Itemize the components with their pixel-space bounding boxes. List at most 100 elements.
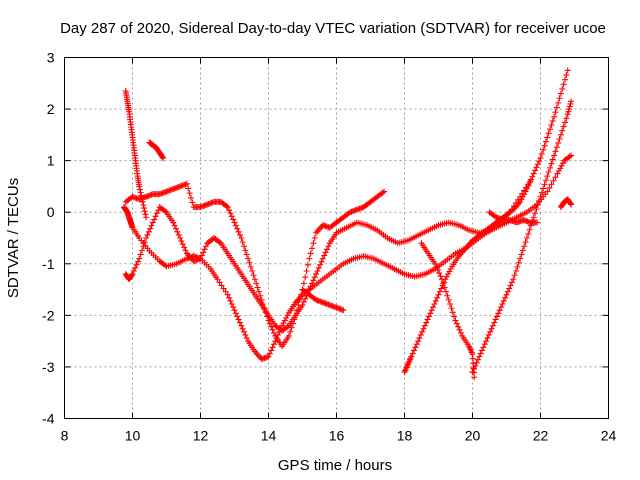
data-point (556, 95, 563, 102)
x-axis-tick-labels: 8 10 12 14 16 18 20 22 24 (61, 428, 617, 444)
data-point (138, 192, 145, 199)
data-point (251, 276, 258, 283)
data-point (287, 328, 294, 335)
data-point (430, 304, 437, 311)
x-tick-label: 14 (261, 428, 277, 444)
data-point (503, 291, 510, 298)
data-point (148, 222, 155, 229)
data-point (545, 168, 552, 175)
data-point (340, 307, 347, 314)
data-point (568, 201, 575, 208)
data-point (527, 176, 534, 183)
data-point (227, 297, 234, 304)
data-point (519, 247, 526, 254)
data-point (421, 322, 428, 329)
data-point (318, 258, 325, 265)
plot-frame (64, 57, 609, 419)
data-point (300, 280, 307, 287)
y-tick-label: -3 (42, 359, 55, 375)
data-point (307, 283, 314, 290)
data-point (231, 307, 238, 314)
data-point (434, 266, 441, 273)
data-point (319, 255, 326, 262)
data-point (249, 268, 256, 275)
data-point (325, 243, 332, 250)
data-point (216, 239, 223, 246)
data-point (239, 239, 246, 246)
y-tick-label: -1 (42, 256, 55, 272)
data-point (145, 228, 152, 235)
data-point (513, 268, 520, 275)
data-point (270, 329, 277, 336)
data-point (309, 245, 316, 252)
data-point (435, 291, 442, 298)
data-point (457, 329, 464, 336)
data-point (434, 294, 441, 301)
data-point (534, 161, 541, 168)
data-point (511, 272, 518, 279)
y-tick-label: -2 (42, 307, 55, 323)
data-point (147, 225, 154, 232)
data-point (517, 198, 524, 205)
data-point (139, 198, 146, 205)
data-point (379, 189, 386, 196)
data-point (489, 322, 496, 329)
data-point (411, 347, 418, 354)
data-point (465, 242, 472, 249)
data-point (456, 326, 463, 333)
data-point (288, 324, 295, 331)
data-point (485, 331, 492, 338)
data-point (523, 186, 530, 193)
data-point (300, 298, 307, 305)
data-point (140, 201, 147, 208)
data-point (181, 244, 188, 251)
data-point (269, 344, 276, 351)
data-point (532, 210, 539, 217)
data-point (566, 106, 573, 113)
data-point (452, 317, 459, 324)
data-point (428, 307, 435, 314)
data-point (220, 285, 227, 292)
data-point (518, 251, 525, 258)
data-point (292, 312, 299, 319)
data-point (303, 268, 310, 275)
data-point (310, 240, 317, 247)
data-point (500, 297, 507, 304)
data-point (283, 314, 290, 321)
data-point (381, 188, 388, 195)
data-point (129, 271, 136, 278)
data-point (536, 197, 543, 204)
data-point (174, 228, 181, 235)
data-point (566, 153, 573, 160)
data-point (455, 323, 462, 330)
data-point (268, 323, 275, 330)
data-point (555, 140, 562, 147)
data-point (257, 292, 264, 299)
data-point (189, 199, 196, 206)
data-point (142, 211, 149, 218)
data-point (496, 307, 503, 314)
data-point (136, 186, 143, 193)
data-point (222, 288, 229, 295)
data-point (236, 231, 243, 238)
x-axis-title: GPS time / hours (278, 457, 392, 474)
data-point (173, 225, 180, 232)
data-point (302, 295, 309, 302)
data-point (525, 230, 532, 237)
data-point (284, 312, 291, 319)
data-point (499, 301, 506, 308)
data-point (424, 316, 431, 323)
data-point (265, 353, 272, 360)
data-point (560, 81, 567, 88)
data-point (241, 328, 248, 335)
data-point (438, 285, 445, 292)
data-point (253, 350, 260, 357)
data-point (522, 239, 529, 246)
data-point (413, 341, 420, 348)
data-point (144, 231, 151, 238)
data-point (515, 259, 522, 266)
data-point (419, 328, 426, 335)
data-points (121, 67, 575, 381)
data-point (442, 288, 449, 295)
data-point (171, 222, 178, 229)
